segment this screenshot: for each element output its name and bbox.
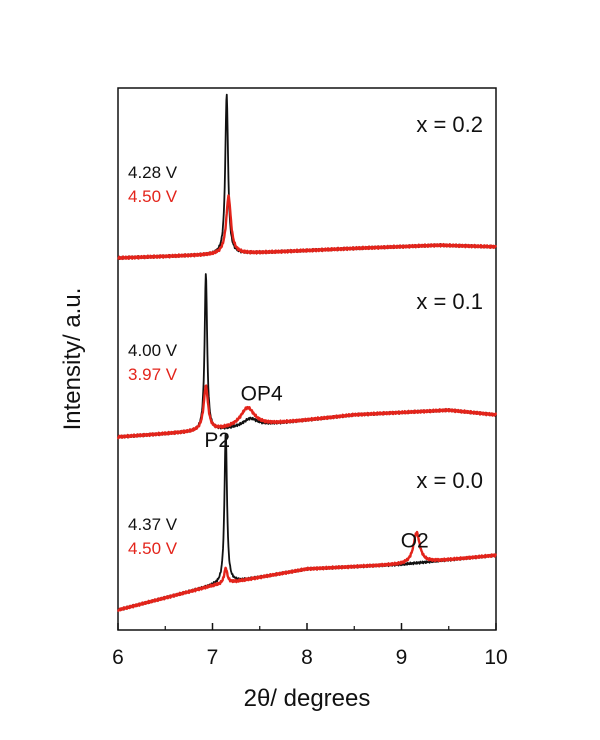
voltage-label: 4.00 V (128, 341, 178, 360)
x-tick-label: 8 (301, 646, 313, 669)
voltage-label: 4.50 V (128, 539, 178, 558)
panel-label: x = 0.0 (416, 468, 483, 493)
series-line (116, 384, 498, 440)
y-axis-title: Intensity/ a.u. (59, 288, 86, 431)
x-ticks: 6 7 8 9 10 (112, 623, 508, 669)
phase-annotation: P2 (204, 429, 230, 452)
x-tick-label: 10 (484, 646, 507, 669)
labels-layer: x = 0.2 4.28 V 4.50 V x = 0.1 4.00 V 3.97 V OP… (128, 112, 483, 558)
voltage-label: 4.28 V (128, 163, 178, 182)
x-tick-label: 7 (207, 646, 219, 669)
voltage-label: 4.37 V (128, 515, 178, 534)
voltage-label: 4.50 V (128, 187, 178, 206)
series-line (116, 530, 498, 612)
panel-label: x = 0.2 (416, 112, 483, 137)
traces-layer (116, 93, 498, 612)
panel-label: x = 0.1 (416, 289, 483, 314)
series-line (117, 194, 498, 261)
phase-annotation: OP4 (241, 383, 283, 406)
x-tick-label: 9 (396, 646, 408, 669)
voltage-label: 3.97 V (128, 365, 178, 384)
x-axis-title: 2θ/ degrees (244, 685, 371, 712)
phase-annotation: O2 (401, 529, 429, 552)
x-tick-label: 6 (112, 646, 124, 669)
